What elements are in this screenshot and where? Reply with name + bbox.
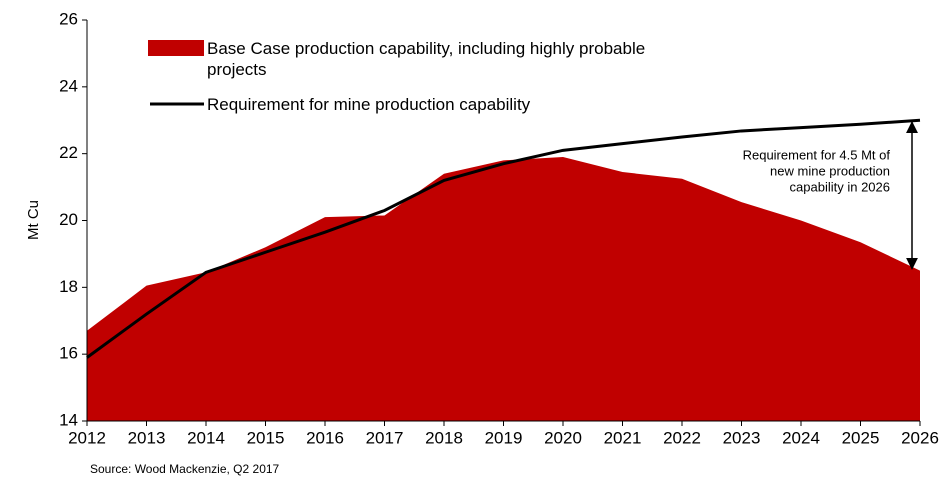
x-tick-label: 2019	[485, 428, 523, 447]
x-tick-label: 2025	[842, 428, 880, 447]
x-tick-label: 2012	[68, 428, 106, 447]
y-tick-label: 16	[59, 344, 78, 363]
annotation-text: Requirement for 4.5 Mt of	[743, 147, 891, 162]
annotation-text: new mine production	[770, 163, 890, 178]
x-tick-label: 2024	[782, 428, 820, 447]
y-tick-label: 14	[59, 410, 78, 429]
legend-label: Requirement for mine production capabili…	[207, 95, 531, 114]
y-tick-label: 26	[59, 9, 78, 28]
line	[86, 118, 921, 359]
legend-label: Base Case production capability, includi…	[207, 39, 646, 79]
x-tick-label: 2015	[247, 428, 285, 447]
y-tick-label: 18	[59, 277, 78, 296]
y-tick-label: 24	[59, 76, 78, 95]
x-tick-label: 2021	[604, 428, 642, 447]
x-tick-label: 2013	[128, 428, 166, 447]
y-axis-label: Mt Cu	[25, 200, 42, 240]
x-tick-label: 2026	[901, 428, 939, 447]
y-tick-label: 22	[59, 143, 78, 162]
area	[87, 157, 920, 421]
y-tick-label: 20	[59, 210, 78, 229]
x-tick-label: 2014	[187, 428, 225, 447]
x-tick-label: 2018	[425, 428, 463, 447]
legend-swatch	[148, 40, 204, 56]
x-tick-label: 2022	[663, 428, 701, 447]
source: Source: Wood Mackenzie, Q2 2017	[90, 462, 280, 476]
x-tick-label: 2017	[366, 428, 404, 447]
x-tick-label: 2020	[544, 428, 582, 447]
annotation-text: capability in 2026	[790, 179, 890, 194]
x-tick-label: 2023	[723, 428, 761, 447]
x-tick-label: 2016	[306, 428, 344, 447]
